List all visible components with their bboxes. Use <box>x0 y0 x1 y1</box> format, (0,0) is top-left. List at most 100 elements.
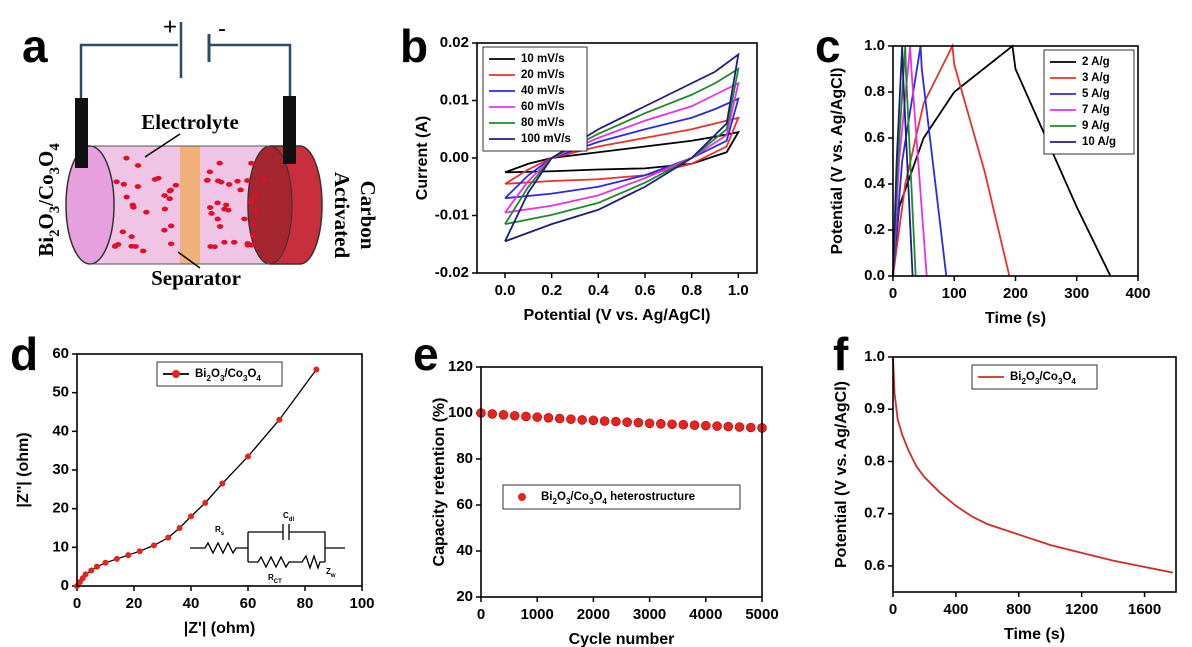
ion <box>234 178 241 184</box>
panel-label: c <box>815 20 841 72</box>
ion <box>208 211 215 216</box>
data-point <box>88 567 95 574</box>
x-tick-label: 0.4 <box>588 282 610 299</box>
ion <box>167 241 175 247</box>
circuit-label: RCT <box>268 573 282 584</box>
ion <box>250 233 257 238</box>
data-point <box>313 366 320 373</box>
legend-box <box>502 484 741 510</box>
ion <box>123 194 130 200</box>
data-point <box>745 422 756 433</box>
circuit-label-sub: s <box>221 531 225 537</box>
ion <box>225 182 233 187</box>
x-axis-title: Time (s) <box>1004 626 1065 643</box>
ion <box>140 248 147 254</box>
legend-marker <box>172 370 180 378</box>
chart-panel: e 0 1000 2000 3000 4000 5000 20 40 60 80 100 120 Cycl… <box>413 328 779 647</box>
x-tick-label: 100 <box>942 285 967 302</box>
plot-frame <box>476 42 758 274</box>
y-tick-label: 0.8 <box>864 83 885 100</box>
x-tick-label: 0.0 <box>495 282 516 299</box>
data-point <box>93 563 100 570</box>
ion <box>123 155 130 161</box>
ion <box>128 234 135 240</box>
circuit-label-sub: w <box>330 573 336 579</box>
data-point <box>644 418 655 429</box>
y-tick-label: 40 <box>52 422 69 439</box>
anode-cap <box>65 145 115 265</box>
ion <box>134 184 142 189</box>
x-tick-label: 400 <box>1125 285 1150 302</box>
legend-box <box>482 46 588 152</box>
y-axis-title: |Z''| (ohm) <box>15 432 32 507</box>
x-tick-label: 0 <box>477 606 485 623</box>
y-tick-label: 0.2 <box>864 221 885 238</box>
panel-label: a <box>22 20 48 72</box>
x-tick-label: 0.6 <box>635 282 656 299</box>
y-tick-label: 40 <box>456 542 473 559</box>
x-tick-label: 0.2 <box>541 282 562 299</box>
data-point <box>165 534 172 541</box>
circuit-label-main: C <box>283 511 289 520</box>
x-axis-title: Potential (V vs. Ag/AgCl) <box>524 307 711 324</box>
legend-label: 10 A/g <box>1082 136 1116 148</box>
x-tick-label: 80 <box>297 595 314 612</box>
ion <box>247 199 255 205</box>
legend-label: 7 A/g <box>1082 104 1110 116</box>
data-point <box>521 411 531 422</box>
ion <box>167 223 175 229</box>
chart-panel: d 0 20 40 60 80 100 0 10 20 30 40 50 60 |Z'| (ohm) |Z''… <box>10 328 375 637</box>
ion <box>119 229 127 235</box>
ion <box>161 227 168 233</box>
panel-label: f <box>833 328 849 380</box>
data-point <box>276 416 283 423</box>
legend-label: Bi2O3/Co3O4 <box>1010 371 1076 386</box>
x-tick-label: 800 <box>1006 601 1031 618</box>
data-point <box>509 410 520 421</box>
data-point <box>678 419 689 430</box>
data-point <box>700 420 711 431</box>
data-point <box>125 552 132 559</box>
x-tick-label: 1000 <box>521 606 554 623</box>
data-point <box>113 555 120 562</box>
separator <box>180 146 200 264</box>
ion <box>161 193 168 198</box>
arrow <box>144 133 181 158</box>
ion <box>252 193 260 199</box>
x-tick-label: 1600 <box>1128 601 1161 618</box>
chart-panel: b 0.0 0.2 0.4 0.6 0.8 1.0 -0.02 -0.01 0.00 0.01 0.0… <box>400 20 758 324</box>
circuit-label: Zw <box>326 567 336 578</box>
y-tick-label: 0.9 <box>864 400 885 417</box>
y-tick-label: 0.0 <box>864 267 885 284</box>
x-axis-title: Cycle number <box>569 631 675 647</box>
ion <box>250 221 257 227</box>
series-line <box>892 356 1174 574</box>
circuit-label-main: R <box>268 573 274 582</box>
y-tick-label: 0.02 <box>440 34 469 51</box>
data-point <box>554 413 565 424</box>
x-tick-label: 1.0 <box>728 282 749 299</box>
y-axis-title: Capacity retention (%) <box>431 398 448 567</box>
y-tick-label: 0.01 <box>440 91 469 108</box>
wire <box>210 43 292 100</box>
y-tick-label: 0.6 <box>864 129 885 146</box>
data-point <box>150 542 157 549</box>
data-point <box>667 419 677 430</box>
legend-label: 80 mV/s <box>521 117 564 129</box>
electrode-lead <box>283 96 296 164</box>
y-tick-label: 0.6 <box>864 557 885 574</box>
circuit <box>190 524 345 571</box>
ion <box>166 196 173 202</box>
y-tick-label: 1.0 <box>864 348 885 365</box>
x-axis-title: |Z'| (ohm) <box>184 620 255 637</box>
ion <box>172 182 180 188</box>
x-tick-label: 3000 <box>633 606 666 623</box>
data-point <box>188 513 194 520</box>
data-point <box>543 413 554 423</box>
x-tick-label: 40 <box>183 595 200 612</box>
data-point <box>622 417 632 428</box>
ion <box>134 163 142 168</box>
x-tick-label: 4000 <box>689 606 722 623</box>
electrode-lead <box>75 98 88 168</box>
data-point <box>176 525 183 531</box>
